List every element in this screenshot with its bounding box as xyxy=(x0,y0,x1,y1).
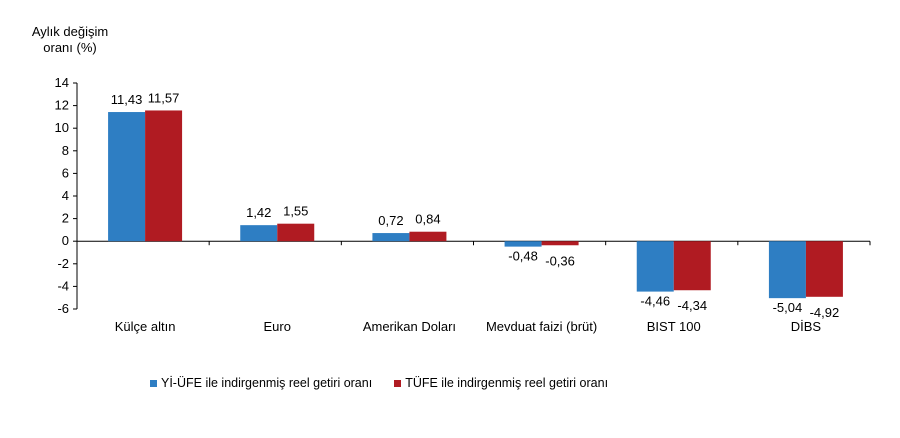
legend-label-yiufe: Yİ-ÜFE ile indirgenmiş reel getiri oranı xyxy=(161,376,373,390)
bar-yiufe xyxy=(108,112,146,242)
bar-yiufe xyxy=(240,225,278,242)
legend-swatch-tufe xyxy=(394,380,402,388)
y-axis-label-line2: oranı (%) xyxy=(43,40,97,55)
y-tick-label: 10 xyxy=(55,120,69,135)
legend-item-tufe: TÜFE ile indirgenmiş reel getiri oranı xyxy=(394,376,608,390)
data-label: 11,43 xyxy=(111,92,143,107)
x-tick-label: Euro xyxy=(264,319,291,334)
data-label: -4,92 xyxy=(810,305,840,320)
legend-swatch-yiufe xyxy=(150,380,157,388)
bar-yiufe xyxy=(636,241,674,292)
x-tick-label: Amerikan Doları xyxy=(363,319,456,334)
legend-label-tufe: TÜFE ile indirgenmiş reel getiri oranı xyxy=(405,376,609,390)
x-tick-label: DİBS xyxy=(791,319,822,334)
legend: Yİ-ÜFE ile indirgenmiş reel getiri oranı… xyxy=(150,376,608,390)
bar-tufe xyxy=(673,241,711,291)
data-label: 0,84 xyxy=(415,212,440,227)
bar-yiufe xyxy=(372,233,410,242)
x-tick-label: Külçe altın xyxy=(115,319,176,334)
data-label: -5,04 xyxy=(773,300,803,315)
y-tick-label: -2 xyxy=(57,256,69,271)
y-tick-label: 6 xyxy=(62,165,69,180)
x-tick-label: Mevduat faizi (brüt) xyxy=(486,319,597,334)
y-tick-label: 0 xyxy=(62,233,69,248)
y-tick-label: 8 xyxy=(62,143,69,158)
bar-tufe xyxy=(409,231,447,242)
y-tick-label: 12 xyxy=(55,98,69,113)
y-tick-label: 4 xyxy=(62,188,69,203)
bar-tufe xyxy=(277,223,315,242)
legend-item-yiufe: Yİ-ÜFE ile indirgenmiş reel getiri oranı xyxy=(150,376,372,390)
data-label: 11,57 xyxy=(148,90,180,105)
data-label: 0,72 xyxy=(378,213,403,228)
bar-yiufe xyxy=(768,241,806,299)
data-label: 1,42 xyxy=(246,205,271,220)
data-label: -4,34 xyxy=(677,298,707,313)
y-tick-label: 14 xyxy=(55,75,69,90)
y-tick-label: -6 xyxy=(57,301,69,316)
data-label: -0,36 xyxy=(545,253,575,268)
bar-tufe xyxy=(541,241,579,246)
bar-chart: 14 12 10 8 6 4 2 0 -2 -4 -6 Külçe altın 11,43 11,57 Eu… xyxy=(55,75,871,334)
bar-tufe xyxy=(145,110,183,242)
bar-tufe xyxy=(805,241,843,297)
y-axis-label: Aylık değişim oranı (%) xyxy=(20,24,120,56)
x-tick-label: BIST 100 xyxy=(647,319,701,334)
data-label: -4,46 xyxy=(640,294,670,309)
y-tick-label: -4 xyxy=(57,278,69,293)
data-label: 1,55 xyxy=(283,204,308,219)
y-tick-label: 2 xyxy=(62,211,69,226)
bar-yiufe xyxy=(504,241,542,247)
data-label: -0,48 xyxy=(508,249,538,264)
y-axis-label-line1: Aylık değişim xyxy=(31,24,109,39)
